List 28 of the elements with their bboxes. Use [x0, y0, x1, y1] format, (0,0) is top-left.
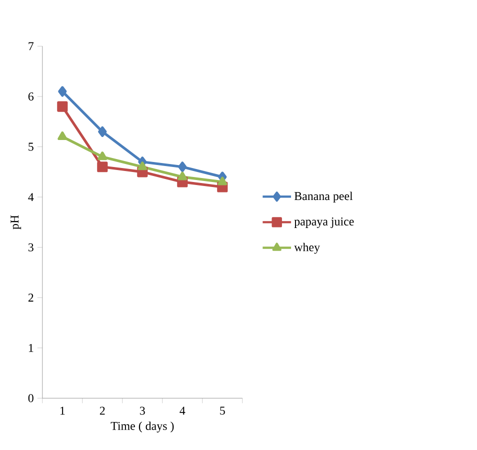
y-tick-label: 5: [28, 142, 34, 151]
point: [97, 162, 108, 172]
y-tick-label: 2: [28, 294, 34, 302]
point: [138, 162, 148, 170]
x-tick-label: 5: [220, 406, 225, 415]
legend-label: Banana peel: [294, 192, 353, 203]
y-tick-label: 4: [28, 193, 34, 201]
x-tick-label: 4: [180, 406, 186, 415]
x-tick-label: 1: [60, 406, 65, 415]
y-tick-label: 1: [28, 344, 34, 352]
point: [98, 152, 108, 160]
point: [178, 162, 187, 172]
point: [58, 131, 68, 140]
x-tick-label: 3: [140, 406, 145, 415]
x-axis-title: Time ( days ): [110, 422, 174, 432]
point: [58, 86, 67, 97]
legend-label: whey: [294, 242, 320, 254]
y-tick-label: 3: [28, 243, 34, 252]
y-tick-label: 7: [28, 42, 34, 50]
y-tick-label: 6: [28, 92, 34, 100]
y-tick-label: 0: [28, 394, 34, 402]
x-tick-label: 2: [100, 406, 105, 415]
y-axis-title: pH: [10, 215, 22, 230]
point: [57, 101, 68, 112]
point: [178, 172, 188, 180]
legend-label: papaya juice: [294, 217, 354, 228]
point: [218, 176, 228, 186]
point: [98, 126, 107, 137]
